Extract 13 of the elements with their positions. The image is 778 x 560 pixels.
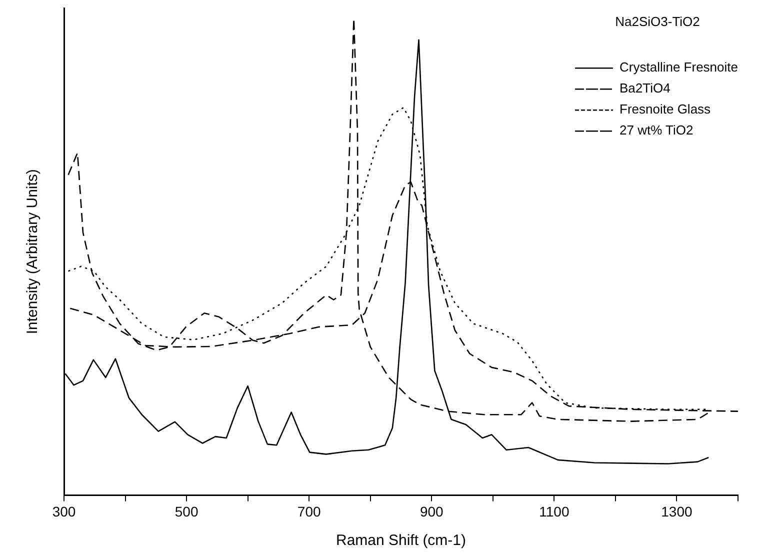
legend-label: Fresnoite Glass (620, 102, 712, 117)
x-tick-label: 500 (174, 503, 198, 520)
x-tick-label: 1100 (539, 503, 570, 520)
legend-title: Na2SiO3-TiO2 (615, 14, 700, 30)
x-axis-title: Raman Shift (cm-1) (336, 532, 466, 550)
y-axis-title: Intensity (Arbitrary Units) (24, 169, 42, 334)
x-tick-label: 1300 (661, 503, 693, 520)
x-tick-label: 900 (420, 503, 444, 520)
legend-label: Crystalline Fresnoite (620, 60, 738, 75)
x-tick-label: 300 (52, 503, 76, 520)
legend-label: 27 wt% TiO2 (620, 122, 694, 138)
x-tick-label: 700 (297, 503, 321, 520)
legend-label: Ba2TiO4 (620, 80, 670, 96)
